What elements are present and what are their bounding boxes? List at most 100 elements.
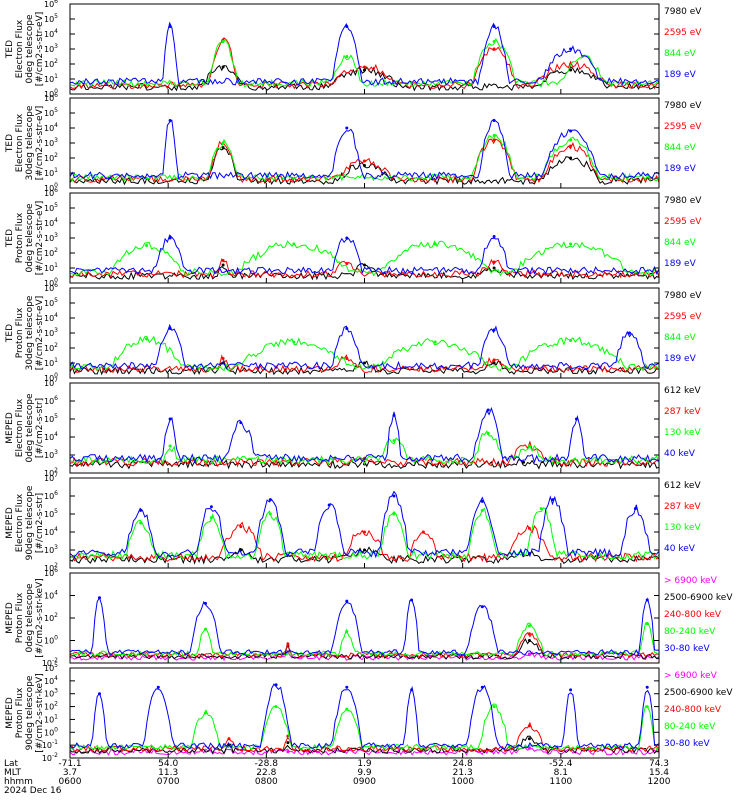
series-peak-point (492, 260, 496, 264)
series-peak-point (527, 526, 531, 530)
series-line (69, 507, 660, 561)
series-peak-point (410, 598, 414, 602)
y-tick-label: 100 (44, 726, 58, 737)
legend-entry: 7980 eV (664, 101, 702, 111)
series-line (69, 21, 660, 87)
series-peak-point (268, 498, 272, 502)
series-peak-point (645, 622, 649, 626)
y-tick-label: 101 (44, 73, 58, 84)
series-peak-point (168, 417, 172, 421)
legend-entry: 287 keV (664, 502, 701, 512)
y-tick-label: 106 (44, 92, 58, 103)
series-peak-point (421, 530, 425, 534)
series-peak-point (492, 47, 496, 51)
y-tick-label: 107 (44, 472, 58, 483)
y-tick-label: 105 (44, 413, 58, 424)
time-tick-label: 1000 (451, 777, 474, 787)
y-tick-label: 106 (44, 567, 58, 578)
y-tick-label: 103 (44, 43, 58, 54)
series-peak-point (98, 596, 101, 600)
series-peak-point (345, 685, 349, 689)
series-peak-point (363, 263, 366, 267)
series-peak-point (645, 598, 649, 602)
series-peak-point (221, 263, 225, 267)
series-peak-point (363, 65, 366, 69)
y-tick-label: 103 (44, 688, 58, 699)
series-peak-point (492, 328, 496, 332)
legend-entry: 80-240 keV (664, 627, 716, 637)
series-line (69, 118, 660, 180)
series-peak-point (392, 512, 396, 516)
series-peak-point (392, 494, 396, 498)
y-tick-label: 102 (44, 342, 58, 353)
series-line (69, 323, 660, 371)
y-axis-label-line: Electron Flux (15, 493, 25, 552)
y-axis-label-line: MEPED (5, 507, 15, 539)
legend-entry: 844 eV (664, 333, 697, 343)
y-axis-label: MEPED Electron Flux 0deg telescope [#/cm2-s… (5, 393, 45, 463)
series-peak-point (527, 632, 531, 636)
series-peak-point (569, 339, 573, 342)
series-peak-point (204, 601, 207, 605)
legend-entry: 7980 eV (664, 196, 702, 206)
y-tick-label: 103 (44, 232, 58, 243)
y-axis-label: MEPED Electron Flux 90deg telescope [#/cm2-… (5, 485, 45, 560)
y-axis-label-line: Proton Flux (15, 687, 25, 738)
series-peak-point (345, 707, 349, 711)
panel-frame (69, 667, 660, 759)
series-line (69, 703, 660, 751)
y-tick-label: 104 (44, 312, 58, 323)
series-peak-point (139, 508, 143, 512)
series-peak-point (569, 138, 573, 142)
series-peak-point (274, 683, 278, 687)
y-tick-label: 100 (44, 88, 58, 99)
legend-entry: 2500-6900 keV (664, 688, 733, 698)
series-peak-point (492, 705, 496, 709)
y-axis-label-line: TED (5, 40, 15, 59)
y-axis-label-line: 0deg telescope (25, 583, 35, 653)
series-peak-point (410, 688, 414, 692)
series-peak-point (633, 507, 637, 511)
series-peak-point (209, 505, 213, 509)
legend-entry: 2595 eV (664, 312, 702, 322)
series-peak-point (168, 25, 172, 28)
y-axis-label: TED Electron Flux 30deg telescope [#/cm2-s-… (5, 105, 45, 180)
series-peak-point (569, 242, 573, 246)
series-line (69, 240, 660, 277)
legend-entry: > 6900 keV (664, 671, 718, 681)
y-axis-label-line: TED (5, 134, 15, 153)
y-tick-label: 106 (44, 490, 58, 501)
y-tick-label: 102 (44, 247, 58, 258)
y-tick-label: 105 (44, 107, 58, 118)
legend-entry: > 6900 keV (664, 576, 718, 586)
y-axis-label-line: [#/cm2-s-str-eV] (35, 106, 45, 181)
series-peak-point (209, 516, 213, 520)
series-line (69, 458, 660, 470)
series-peak-point (156, 685, 160, 689)
mlt-tick-label: 15.4 (649, 768, 669, 778)
legend-entry: 189 eV (664, 354, 697, 364)
series-peak-point (628, 331, 631, 335)
y-tick-label: 104 (44, 122, 58, 133)
series-line (69, 683, 660, 750)
y-axis-label-line: 30deg telescope (25, 295, 35, 370)
panel-6: 102 103 104 105 106 107 MEPED Electron Flux 90de… (5, 472, 701, 573)
panel-2: 100 101 102 103 104 105 106 TED Electron Flux 30d… (5, 92, 702, 193)
series-peak-point (492, 266, 496, 270)
lat-tick-label: 74.3 (649, 759, 669, 769)
series-peak-point (268, 512, 272, 516)
y-axis-label-line: MEPED (5, 602, 15, 634)
legend-entry: 7980 eV (664, 291, 702, 301)
series-peak-point (227, 737, 231, 741)
series-line (69, 37, 660, 88)
series-peak-point (139, 521, 143, 525)
mlt-tick-label: 22.8 (256, 768, 276, 778)
y-tick-label: 104 (44, 431, 58, 442)
legend-entry: 612 keV (664, 481, 701, 491)
y-tick-label: 103 (44, 449, 58, 460)
lat-tick-label: -28.8 (255, 759, 279, 769)
series-peak-point (274, 705, 278, 709)
y-tick-label: 106 (44, 395, 58, 406)
series-peak-point (221, 40, 225, 43)
